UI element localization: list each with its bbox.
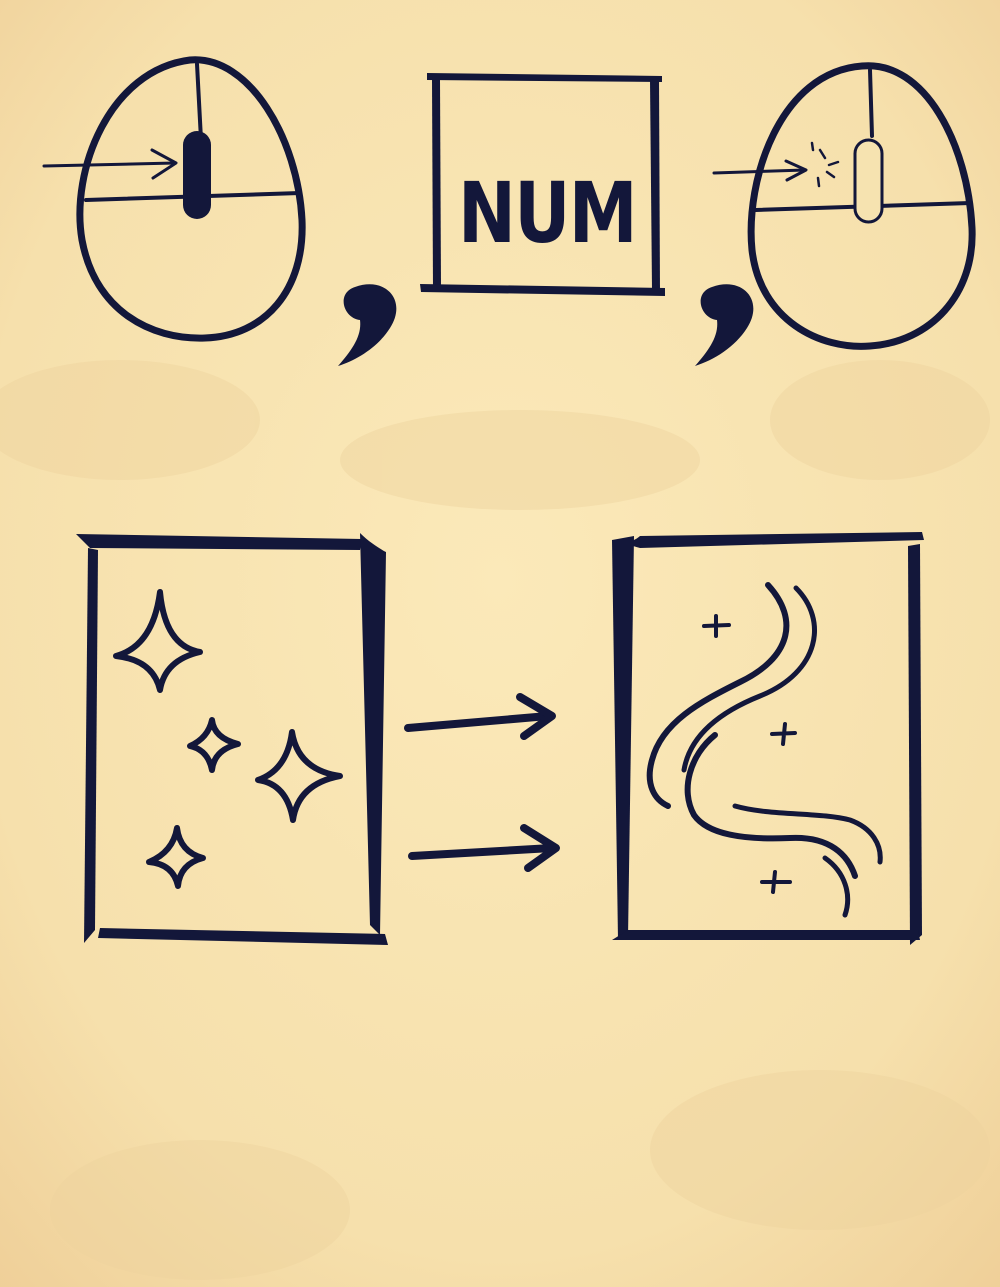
wind-line xyxy=(681,585,817,773)
parchment-stains xyxy=(0,360,990,1280)
star-plus-icon xyxy=(770,722,797,746)
star-plus-icon xyxy=(702,614,731,638)
sparkle-icon xyxy=(187,717,241,773)
comma-separator xyxy=(338,284,397,366)
arrow-right-icon xyxy=(404,693,556,740)
star-plus-icon xyxy=(760,870,792,894)
wind-line xyxy=(646,582,790,809)
sparkle-icon xyxy=(255,729,343,823)
sparkle-icon xyxy=(146,825,206,889)
comma-separator xyxy=(695,284,754,366)
mouse-middle-click-icon xyxy=(712,62,976,350)
num-key-icon: NUM xyxy=(420,73,665,296)
arrow-right-icon xyxy=(408,824,560,872)
wind-card-icon xyxy=(612,532,924,945)
num-key-label: NUM xyxy=(458,164,636,262)
sparkle-icon xyxy=(113,589,203,693)
wind-line xyxy=(732,803,883,865)
wind-line xyxy=(684,732,858,879)
mouse-scroll-wheel-icon xyxy=(42,56,306,342)
sparkles-card-icon xyxy=(76,533,388,945)
wind-line xyxy=(822,855,851,918)
